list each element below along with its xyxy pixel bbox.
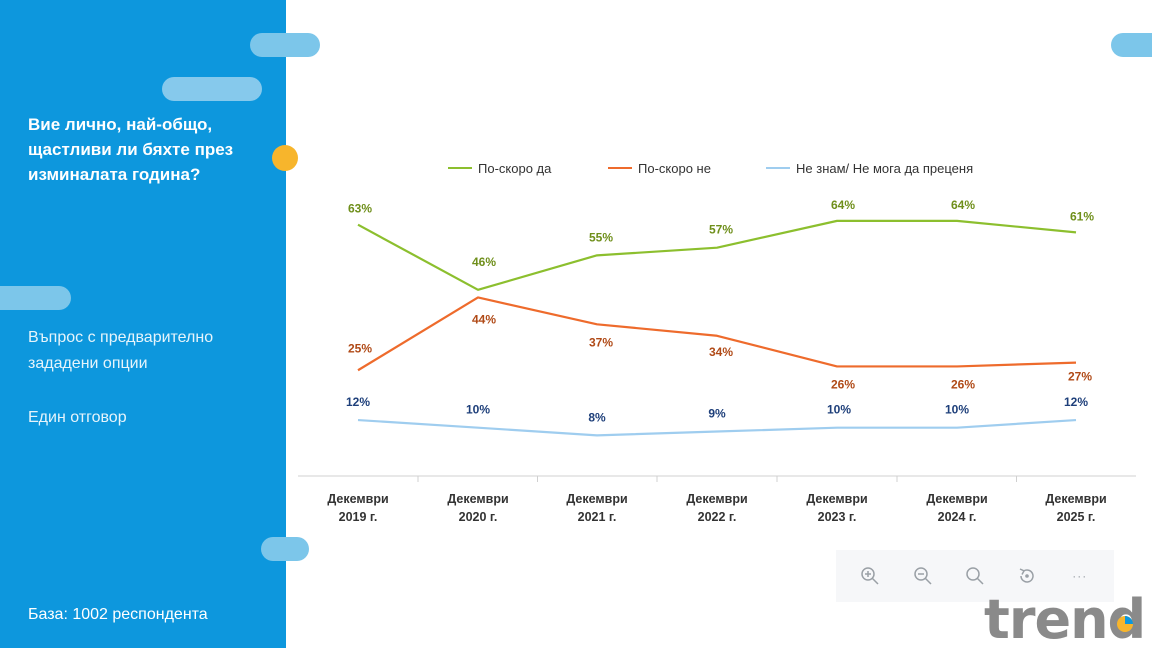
value-label-dont_know: 8%	[588, 410, 606, 424]
x-tick-label: 2019 г.	[339, 510, 378, 524]
x-tick-label: 2022 г.	[698, 510, 737, 524]
value-label-yes: 64%	[831, 198, 855, 212]
search-icon[interactable]	[961, 562, 989, 590]
value-label-no: 34%	[709, 345, 733, 359]
reset-icon[interactable]	[1013, 562, 1041, 590]
x-tick-label: Декември	[686, 492, 747, 506]
x-tick-label: Декември	[806, 492, 867, 506]
value-label-dont_know: 12%	[1064, 395, 1088, 409]
base-respondents: База: 1002 респондента	[28, 606, 208, 623]
legend-label-yes: По-скоро да	[478, 161, 552, 176]
answer-type-note: Един отговор	[28, 409, 127, 426]
chart-toolbar: ···	[836, 550, 1114, 602]
value-label-yes: 46%	[472, 255, 496, 269]
x-tick-label: 2021 г.	[578, 510, 617, 524]
decor-pill	[1111, 33, 1152, 57]
value-label-dont_know: 10%	[466, 403, 490, 417]
x-tick-label: Декември	[447, 492, 508, 506]
x-tick-label: Декември	[566, 492, 627, 506]
value-label-no: 26%	[831, 377, 855, 391]
more-icon[interactable]: ···	[1066, 562, 1094, 590]
zoom-in-icon[interactable]	[856, 562, 884, 590]
value-label-no: 37%	[589, 335, 613, 349]
more-label: ···	[1072, 569, 1088, 583]
logo-text: trend	[984, 588, 1145, 646]
trend-logo: trend	[984, 588, 1146, 646]
value-label-yes: 61%	[1070, 209, 1094, 223]
legend-label-dont_know: Не знам/ Не мога да преценя	[796, 161, 973, 176]
x-tick-label: 2025 г.	[1057, 510, 1096, 524]
decor-pill	[261, 537, 309, 561]
x-tick-label: Декември	[327, 492, 388, 506]
zoom-out-icon[interactable]	[909, 562, 937, 590]
x-tick-label: Декември	[926, 492, 987, 506]
value-label-no: 26%	[951, 377, 975, 391]
decor-pill	[250, 33, 320, 57]
value-label-no: 25%	[348, 341, 372, 355]
x-tick-label: 2020 г.	[459, 510, 498, 524]
question-title: Вие лично, най-общо, щастливи ли бяхте п…	[28, 115, 234, 184]
series-lines	[357, 219, 1077, 437]
value-label-yes: 64%	[951, 198, 975, 212]
decor-pill	[0, 286, 71, 310]
value-label-dont_know: 10%	[945, 403, 969, 417]
value-label-no: 27%	[1068, 370, 1092, 384]
value-labels: 63% 46% 55% 57% 64% 64% 61% 25% 44% 37% 34% 26% 26% 2…	[346, 198, 1094, 424]
sidebar-panel	[0, 0, 286, 648]
decor-dot	[272, 145, 298, 171]
x-tick-label: Декември	[1045, 492, 1106, 506]
question-type-note: Въпрос с предварително зададени опции	[28, 329, 214, 372]
value-label-yes: 55%	[589, 230, 613, 244]
series-line-yes	[357, 219, 1077, 291]
x-tick-label: 2023 г.	[818, 510, 857, 524]
x-axis-ticks: Декември 2019 г. Декември 2020 г. Декември 20…	[327, 476, 1107, 524]
chart-legend: По-скоро да По-скоро не Не знам/ Не мога д…	[448, 161, 973, 176]
value-label-dont_know: 9%	[708, 407, 726, 421]
value-label-yes: 57%	[709, 223, 733, 237]
series-line-no	[357, 296, 1077, 372]
value-label-yes: 63%	[348, 202, 372, 216]
value-label-no: 44%	[472, 312, 496, 326]
value-label-dont_know: 12%	[346, 395, 370, 409]
series-line-dont_know	[357, 418, 1077, 437]
legend-label-no: По-скоро не	[638, 161, 711, 176]
decor-pill	[162, 77, 262, 101]
value-label-dont_know: 10%	[827, 403, 851, 417]
x-tick-label: 2024 г.	[938, 510, 977, 524]
